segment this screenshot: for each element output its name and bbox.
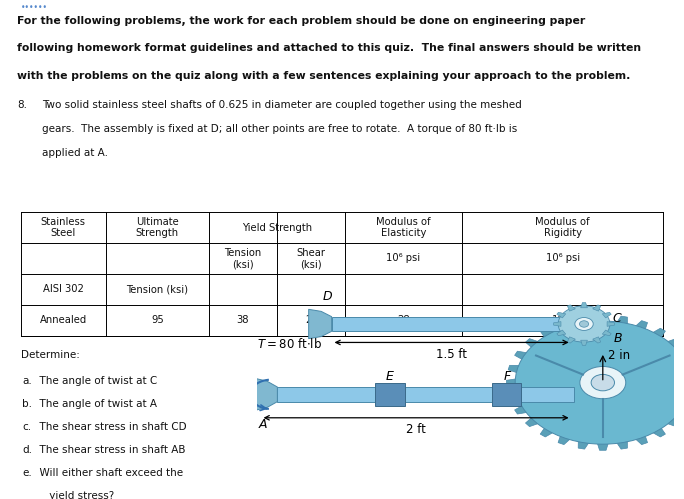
Text: 2 ft: 2 ft — [406, 423, 426, 436]
Text: 10⁶ psi: 10⁶ psi — [386, 253, 421, 263]
Polygon shape — [603, 312, 611, 318]
Circle shape — [515, 321, 684, 444]
Text: gears.  The assembly is fixed at D; all other points are free to rotate.  A torq: gears. The assembly is fixed at D; all o… — [42, 124, 518, 134]
Text: Annealed: Annealed — [40, 315, 87, 325]
Text: F: F — [503, 370, 510, 383]
Bar — [376, 383, 405, 406]
Text: Two solid stainless steel shafts of 0.625 in diameter are coupled together using: Two solid stainless steel shafts of 0.62… — [42, 100, 522, 110]
Text: yield stress?: yield stress? — [33, 491, 114, 499]
Circle shape — [558, 306, 610, 342]
Text: Stainless
Steel: Stainless Steel — [41, 217, 86, 239]
Text: Tension (ksi): Tension (ksi) — [127, 284, 188, 294]
Text: The angle of twist at C: The angle of twist at C — [33, 376, 157, 386]
Text: Modulus of
Rigidity: Modulus of Rigidity — [536, 217, 590, 239]
Text: 22: 22 — [305, 315, 317, 325]
Text: applied at A.: applied at A. — [42, 148, 108, 158]
Polygon shape — [592, 337, 601, 343]
Text: $T = 80$ ft$\cdot$lb: $T = 80$ ft$\cdot$lb — [257, 337, 322, 351]
Polygon shape — [592, 305, 601, 311]
Text: c.: c. — [22, 422, 31, 432]
Text: b.: b. — [22, 399, 32, 409]
Text: The shear stress in shaft CD: The shear stress in shaft CD — [33, 422, 187, 432]
Text: 10.8: 10.8 — [551, 315, 574, 325]
Text: 95: 95 — [151, 315, 163, 325]
Polygon shape — [568, 305, 575, 311]
Polygon shape — [607, 322, 614, 326]
Text: A: A — [259, 418, 267, 431]
Text: Will either shaft exceed the: Will either shaft exceed the — [33, 468, 183, 478]
Bar — [278, 387, 574, 402]
Polygon shape — [568, 337, 575, 343]
Polygon shape — [308, 309, 332, 339]
Polygon shape — [557, 330, 566, 336]
Polygon shape — [581, 302, 588, 308]
Polygon shape — [553, 322, 561, 326]
Text: Yield Strength: Yield Strength — [242, 223, 312, 233]
Text: For the following problems, the work for each problem should be done on engineer: For the following problems, the work for… — [17, 16, 586, 26]
Text: d.: d. — [22, 445, 32, 455]
Text: C: C — [612, 311, 621, 325]
Text: a.: a. — [22, 376, 31, 386]
Text: 10⁶ psi: 10⁶ psi — [546, 253, 579, 263]
Text: with the problems on the quiz along with a few sentences explaining your approac: with the problems on the quiz along with… — [17, 71, 631, 81]
Text: AISI 302: AISI 302 — [43, 284, 83, 294]
Text: 2 in: 2 in — [608, 349, 630, 362]
Bar — [492, 383, 521, 406]
Polygon shape — [603, 330, 611, 336]
Polygon shape — [581, 340, 588, 345]
Text: Ultimate
Strength: Ultimate Strength — [135, 217, 179, 239]
Text: B: B — [614, 332, 622, 345]
Polygon shape — [254, 378, 278, 411]
Text: following homework format guidelines and attached to this quiz.  The final answe: following homework format guidelines and… — [17, 43, 641, 53]
Circle shape — [575, 317, 593, 330]
Text: 28: 28 — [397, 315, 410, 325]
Text: 8.: 8. — [17, 100, 27, 110]
Bar — [332, 317, 574, 331]
Text: E: E — [386, 370, 394, 383]
Text: The shear stress in shaft AB: The shear stress in shaft AB — [33, 445, 185, 455]
Circle shape — [591, 374, 614, 391]
Text: D: D — [323, 290, 332, 303]
Polygon shape — [557, 312, 566, 318]
Text: Tension
(ksi): Tension (ksi) — [224, 248, 261, 269]
Text: ••••••: •••••• — [21, 3, 47, 12]
Text: Modulus of
Elasticity: Modulus of Elasticity — [376, 217, 431, 239]
Text: The angle of twist at A: The angle of twist at A — [33, 399, 157, 409]
Text: Shear
(ksi): Shear (ksi) — [297, 248, 326, 269]
Text: e.: e. — [22, 468, 31, 478]
Text: Determine:: Determine: — [21, 350, 79, 360]
Polygon shape — [506, 315, 684, 450]
Text: 38: 38 — [237, 315, 249, 325]
Circle shape — [579, 321, 589, 327]
Circle shape — [580, 366, 626, 399]
Text: 1.5 ft: 1.5 ft — [436, 348, 467, 361]
